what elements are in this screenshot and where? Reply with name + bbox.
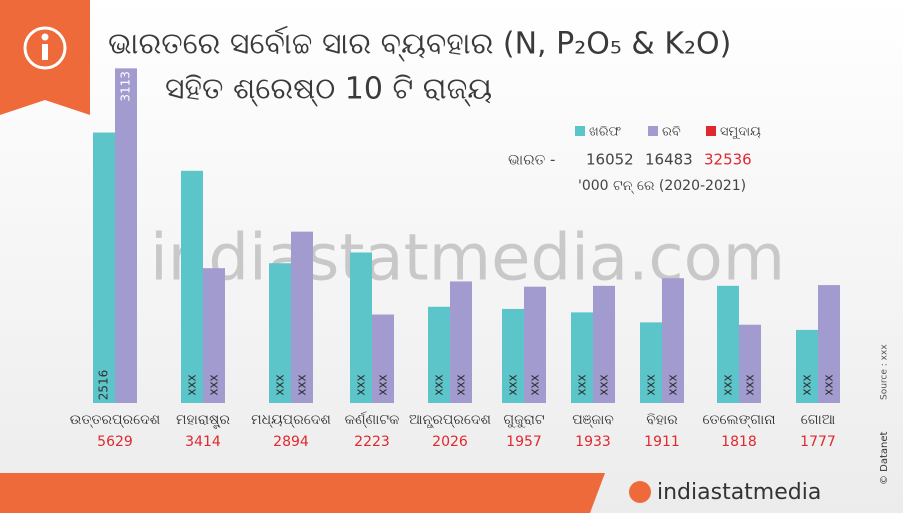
x-tick-label: କର୍ଣ୍ଣାଟକ	[345, 411, 400, 428]
footer-band	[0, 473, 605, 513]
india-value: 16483	[645, 151, 693, 169]
data-label: xxx	[721, 374, 735, 395]
data-label: xxx	[376, 374, 390, 395]
info-icon	[23, 26, 67, 70]
bar	[818, 285, 840, 403]
total-label: 1777	[800, 434, 836, 450]
bar	[269, 263, 291, 403]
bar	[640, 322, 662, 403]
x-tick-label: ଆନ୍ଧ୍ରପ୍ରଦେଶ	[409, 412, 491, 429]
data-label: xxx	[644, 374, 658, 395]
data-label: xxx	[528, 374, 542, 395]
total-label: 3414	[185, 434, 221, 450]
bar	[450, 281, 472, 403]
data-label: xxx	[295, 374, 309, 395]
data-label: xxx	[575, 374, 589, 395]
data-label: 2516	[97, 370, 111, 401]
bar	[428, 306, 450, 403]
data-label: xxx	[822, 374, 836, 395]
bar	[524, 286, 546, 403]
legend-label: ଖରିଫ	[589, 125, 621, 140]
legend-swatch	[706, 126, 716, 136]
bar	[593, 285, 615, 403]
unit-note: '000 ଟନ୍ ରେ (2020-2021)	[578, 178, 746, 194]
india-value: 16052	[586, 151, 634, 169]
x-tick-label: ବିହାର	[646, 412, 678, 428]
x-tick-label: ଗୋଆ	[801, 412, 836, 428]
bar	[662, 278, 684, 403]
data-label: xxx	[800, 374, 814, 395]
total-label: 5629	[97, 434, 133, 450]
credit: © Datanet	[879, 431, 890, 485]
bar	[203, 268, 225, 403]
x-tick-label: ପଞ୍ଜାବ	[572, 412, 614, 428]
info-icon	[41, 33, 49, 41]
chart-title: ଭାରତରେ ସର୍ବୋଚ୍ଚ ସାର ବ୍ୟବହାର (N, P₂O₅ & K…	[108, 27, 731, 62]
bar	[571, 312, 593, 403]
total-label: 1818	[721, 434, 757, 450]
total-label: 2894	[273, 434, 309, 450]
x-tick-label: ତେଲେଙ୍ଗାନା	[703, 412, 776, 428]
data-label: 3113	[119, 71, 133, 102]
total-label: 1957	[506, 434, 542, 450]
bar	[291, 231, 313, 403]
data-label: xxx	[207, 374, 221, 395]
bar	[739, 324, 761, 403]
x-tick-label: ଉତ୍ତରପ୍ରଦେଶ	[70, 412, 160, 428]
india-label: ଭାରତ -	[508, 151, 555, 169]
chart-subtitle: ସହିତ ଶ୍ରେଷ୍ଠ 10 ଟି ରାଜ୍ୟ	[165, 72, 492, 107]
data-label: xxx	[666, 374, 680, 395]
bar	[181, 170, 203, 403]
footer-brand: indiastatmedia	[657, 480, 821, 505]
legend-swatch	[575, 126, 585, 136]
data-label: xxx	[185, 374, 199, 395]
x-tick-label: ମଧ୍ୟପ୍ରଦେଶ	[251, 412, 331, 428]
total-label: 2223	[354, 434, 390, 450]
data-label: xxx	[743, 374, 757, 395]
x-tick-label: ଗୁଜୁରାଟ	[503, 412, 544, 428]
data-label: xxx	[506, 374, 520, 395]
legend-label: ସମୁଦାୟ	[720, 125, 761, 140]
footer-logo	[629, 481, 651, 503]
bar	[796, 329, 818, 403]
x-tick-label: ମହାରାଷ୍ଟ୍ର	[176, 412, 230, 429]
info-icon	[42, 44, 48, 60]
data-label: xxx	[432, 374, 446, 395]
total-label: 1911	[644, 434, 680, 450]
data-label: xxx	[273, 374, 287, 395]
bar	[502, 308, 524, 403]
source: Source : xxx	[880, 344, 890, 400]
data-label: xxx	[454, 374, 468, 395]
total-label: 1933	[575, 434, 611, 450]
india-value: 32536	[704, 151, 752, 169]
bar	[372, 314, 394, 403]
bar	[93, 132, 115, 403]
bar	[717, 285, 739, 403]
bar	[115, 68, 137, 403]
data-label: xxx	[354, 374, 368, 395]
total-label: 2026	[432, 434, 468, 450]
data-label: xxx	[597, 374, 611, 395]
legend-label: ରବି	[662, 125, 681, 140]
bar	[350, 252, 372, 403]
legend-swatch	[648, 126, 658, 136]
